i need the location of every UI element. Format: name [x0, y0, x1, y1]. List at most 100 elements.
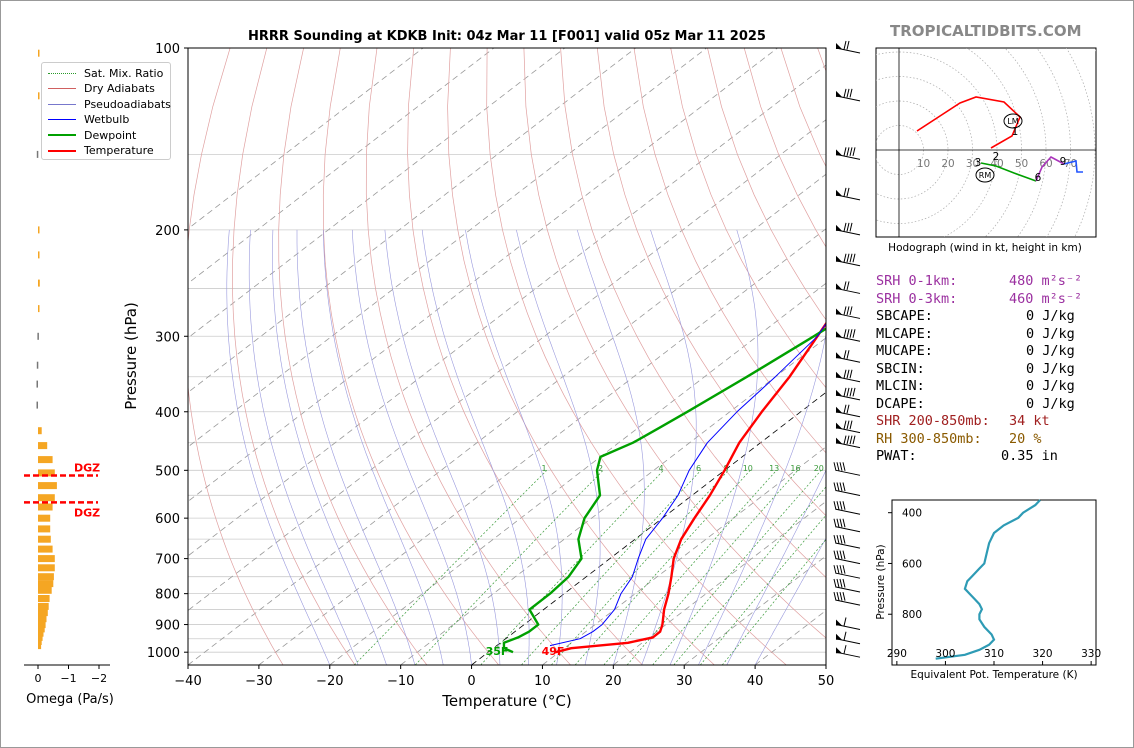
wind-barb-feather	[833, 482, 837, 492]
pseudoadiabat	[465, 229, 563, 665]
hodograph-height-label: 1	[1012, 126, 1019, 138]
wind-barb-feather	[843, 369, 847, 379]
x-axis-label: Temperature (°C)	[441, 692, 571, 710]
mixing-ratio-line	[414, 470, 604, 665]
wind-barb-feather	[833, 518, 837, 528]
wind-barb-feather	[842, 482, 846, 492]
wind-barb-pennant	[836, 406, 842, 413]
stat-value: 0 J/kg	[1026, 395, 1075, 412]
wind-barb-feather	[843, 420, 847, 430]
stat-value: 20 %	[1009, 430, 1042, 447]
omega-bar	[37, 332, 39, 340]
legend: Sat. Mix. Ratio Dry Adiabats Pseudoadiabat…	[41, 62, 171, 160]
y-tick-label: 1000	[147, 646, 180, 661]
omega-bar	[38, 564, 55, 572]
stat-label: DCAPE:	[876, 395, 925, 412]
wind-barb-feather	[849, 306, 853, 316]
wind-barb-feather	[852, 329, 856, 338]
dgz-label: DGZ	[74, 506, 100, 519]
dry-adiabat	[407, 48, 643, 665]
theta-e-plot: 290 300 310 320 330 400 600 800 Equivalent Pot. …	[875, 499, 1101, 681]
mixing-ratio-line	[673, 486, 826, 665]
stat-label: MLCIN:	[876, 378, 925, 394]
theta-e-x-tick-label: 290	[887, 648, 907, 660]
stat-label: MUCAPE:	[876, 343, 933, 359]
isotherm-line	[258, 228, 826, 665]
dry-adiabat	[1111, 48, 1134, 665]
isotherm-line	[188, 48, 495, 284]
stat-label: RH 300-850mb:	[876, 430, 982, 447]
wind-barb-staff	[835, 558, 861, 565]
omega-bar	[38, 456, 53, 464]
x-tick-label: −10	[387, 674, 414, 689]
theta-e-profile	[935, 499, 1041, 660]
wind-barb-feather	[833, 578, 837, 588]
hodograph-height-label: 2	[993, 151, 1000, 163]
wind-barb-feather	[833, 565, 837, 574]
hodograph-height-label: 3	[975, 157, 982, 169]
omega-bar	[38, 226, 40, 234]
hodograph-frame	[875, 47, 1097, 238]
mixing-ratio-label: 1	[542, 464, 547, 473]
pseudoadiabat	[669, 229, 759, 665]
mixing-ratio-line	[521, 470, 702, 665]
wind-barb-feather	[846, 404, 850, 414]
theta-e-y-label: Pressure (hPa)	[875, 544, 887, 619]
wind-barb-feather	[839, 592, 843, 601]
hodograph-ring-label: 30	[966, 158, 979, 170]
omega-bar	[38, 503, 53, 511]
mixing-ratio-line	[603, 470, 777, 665]
dgz-label: DGZ	[74, 462, 100, 475]
wind-barb-staff	[835, 599, 861, 606]
mixing-ratio-line	[480, 470, 664, 665]
omega-bar	[38, 615, 47, 623]
wind-barb-pennant	[836, 331, 842, 338]
chart-title: HRRR Sounding at KDKB Init: 04z Mar 11 […	[248, 29, 766, 44]
omega-bar	[38, 49, 40, 57]
pseudoadiabat	[323, 229, 444, 665]
legend-label: Pseudoadiabats	[84, 97, 171, 111]
mixing-ratio-line	[626, 470, 799, 665]
wind-barb-feather	[849, 329, 853, 338]
mixing-ratio-label: 10	[743, 464, 753, 473]
hodograph-trace-9-12km	[1063, 159, 1083, 173]
wind-barb-feather	[843, 88, 847, 98]
storm-motion-marker	[975, 167, 995, 183]
y-tick-label: 500	[155, 464, 180, 479]
y-tick-label: 700	[155, 553, 180, 568]
legend-label: Sat. Mix. Ratio	[84, 66, 164, 80]
dry-adiabat	[278, 48, 428, 665]
wind-barb-pennant	[836, 389, 842, 396]
omega-bar	[38, 494, 55, 502]
wind-barb-feather	[833, 535, 837, 544]
wind-barb-feather	[843, 306, 847, 316]
dry-adiabat	[486, 48, 787, 665]
wind-barb-feather	[836, 578, 840, 588]
wind-barb-feather	[843, 387, 847, 397]
wind-barb-feather	[843, 645, 847, 654]
hodograph-height-label: 6	[1035, 172, 1042, 184]
x-tick-label: 50	[818, 674, 835, 689]
theta-e-y-tick-label: 400	[902, 508, 922, 520]
isotherm-line	[188, 48, 424, 230]
legend-item: Dry Adiabats	[48, 82, 155, 96]
omega-bar	[38, 482, 57, 490]
y-tick-label: 200	[155, 224, 180, 239]
omega-bar	[38, 625, 45, 633]
skew-t-axes	[187, 47, 827, 666]
dry-adiabat	[596, 48, 826, 517]
omega-bar	[38, 580, 54, 588]
dry-adiabat	[365, 48, 571, 665]
wind-barb-pennant	[836, 647, 842, 654]
isotherm-line	[188, 48, 707, 448]
hodograph-caption: Hodograph (wind in kt, height in km)	[888, 242, 1082, 254]
theta-e-x-tick-label: 320	[1033, 648, 1053, 660]
hodograph-height-label: 9	[1060, 156, 1067, 168]
omega-bar	[38, 638, 42, 645]
wind-barb-staff	[835, 469, 861, 476]
x-tick-label: 20	[605, 674, 622, 689]
hodograph-trace-6-9km	[1035, 155, 1065, 182]
omega-bar	[36, 380, 38, 388]
stat-value: 0 J/kg	[1026, 325, 1075, 342]
wind-barb-pennant	[836, 43, 842, 49]
